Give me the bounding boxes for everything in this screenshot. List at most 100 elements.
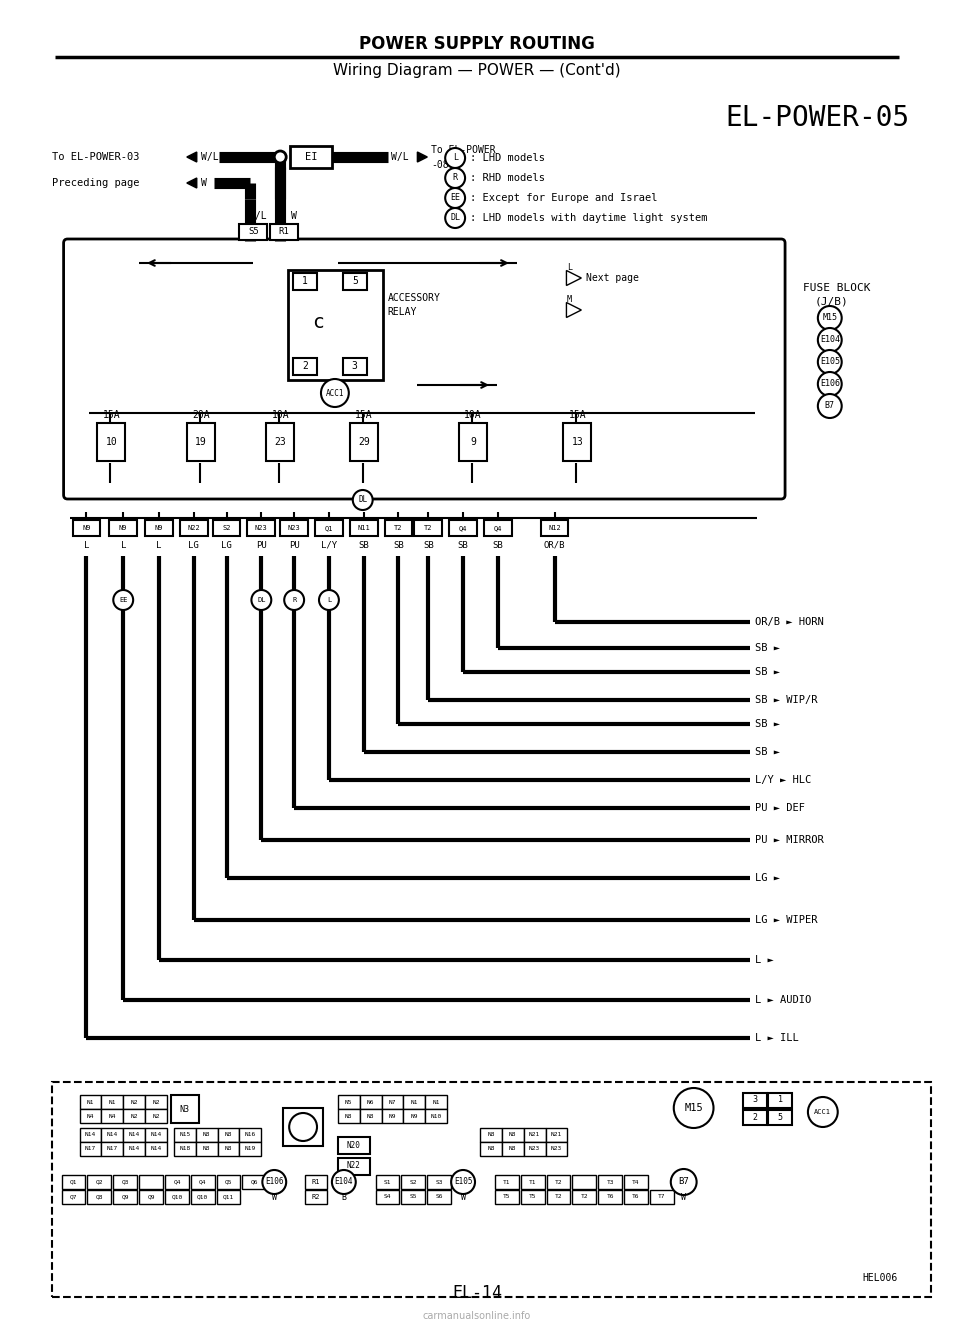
Bar xyxy=(80,1109,102,1124)
Text: L ► AUDIO: L ► AUDIO xyxy=(756,995,811,1004)
Polygon shape xyxy=(566,302,582,318)
Bar xyxy=(598,1175,622,1189)
Text: N8: N8 xyxy=(509,1146,516,1151)
Bar xyxy=(305,1175,327,1189)
Text: Wiring Diagram — POWER — (Cont'd): Wiring Diagram — POWER — (Cont'd) xyxy=(333,62,621,77)
Text: SB: SB xyxy=(393,541,404,550)
Text: N8: N8 xyxy=(345,1113,352,1118)
Text: N21: N21 xyxy=(551,1133,563,1137)
Bar xyxy=(338,1158,370,1175)
Text: L: L xyxy=(452,154,458,163)
Text: SB ►: SB ► xyxy=(756,747,780,757)
Text: 1: 1 xyxy=(778,1096,782,1105)
Bar xyxy=(145,1142,167,1155)
Bar xyxy=(87,1175,111,1189)
Bar xyxy=(102,1142,123,1155)
Circle shape xyxy=(289,1113,317,1141)
Bar xyxy=(338,1109,360,1124)
Bar xyxy=(545,1142,567,1155)
Text: Q8: Q8 xyxy=(96,1195,103,1199)
Text: N18: N18 xyxy=(180,1146,190,1151)
Bar xyxy=(338,1094,360,1109)
Text: S2: S2 xyxy=(223,525,230,531)
Bar xyxy=(403,1109,425,1124)
Text: N7: N7 xyxy=(389,1100,396,1105)
Bar xyxy=(564,423,591,461)
Text: N8: N8 xyxy=(203,1146,210,1151)
Text: Q1: Q1 xyxy=(324,525,333,531)
Text: W/L: W/L xyxy=(201,152,218,162)
Circle shape xyxy=(445,188,465,208)
Text: L: L xyxy=(121,541,126,550)
Text: T7: T7 xyxy=(659,1195,665,1199)
Bar xyxy=(415,519,443,537)
Text: N9: N9 xyxy=(155,525,163,531)
Bar xyxy=(80,1142,102,1155)
Text: L: L xyxy=(84,541,89,550)
Bar xyxy=(102,1094,123,1109)
Bar xyxy=(520,1175,544,1189)
Text: : LHD models: : LHD models xyxy=(470,152,545,163)
Bar xyxy=(196,1142,218,1155)
Bar xyxy=(624,1175,648,1189)
Bar xyxy=(191,1175,215,1189)
Bar xyxy=(375,1190,399,1204)
Bar xyxy=(109,519,137,537)
Text: N9: N9 xyxy=(119,525,128,531)
Text: E104: E104 xyxy=(335,1178,353,1186)
Text: N14: N14 xyxy=(107,1133,118,1137)
Bar xyxy=(624,1190,648,1204)
Text: R: R xyxy=(292,598,297,603)
Bar xyxy=(80,1128,102,1142)
Bar xyxy=(385,519,413,537)
Text: POWER SUPPLY ROUTING: POWER SUPPLY ROUTING xyxy=(359,34,595,53)
Text: T1: T1 xyxy=(529,1179,537,1185)
Text: Q7: Q7 xyxy=(70,1195,78,1199)
Text: N22: N22 xyxy=(347,1162,361,1170)
Bar xyxy=(524,1128,545,1142)
Text: N2: N2 xyxy=(153,1113,159,1118)
Bar xyxy=(113,1190,137,1204)
Text: N22: N22 xyxy=(187,525,200,531)
Text: T6: T6 xyxy=(633,1195,639,1199)
Text: N14: N14 xyxy=(151,1133,161,1137)
Text: N23: N23 xyxy=(255,525,268,531)
Text: L: L xyxy=(326,598,331,603)
Circle shape xyxy=(445,148,465,168)
Polygon shape xyxy=(187,178,197,188)
Bar xyxy=(343,273,367,290)
Text: Q4: Q4 xyxy=(199,1179,206,1185)
Text: Q4: Q4 xyxy=(493,525,502,531)
Bar xyxy=(174,1128,196,1142)
Text: R1: R1 xyxy=(312,1179,321,1185)
Text: SB ►: SB ► xyxy=(756,719,780,729)
Bar xyxy=(427,1175,451,1189)
Text: SB ►: SB ► xyxy=(756,666,780,677)
Text: L ►: L ► xyxy=(756,955,774,965)
Text: N1: N1 xyxy=(108,1100,116,1105)
Circle shape xyxy=(332,1170,356,1194)
Text: PU ► DEF: PU ► DEF xyxy=(756,803,805,814)
Text: ACC1: ACC1 xyxy=(325,388,344,398)
Text: Q4: Q4 xyxy=(459,525,468,531)
Text: EE: EE xyxy=(119,598,128,603)
Bar xyxy=(171,1094,199,1124)
Text: DL: DL xyxy=(450,213,460,223)
Bar xyxy=(145,1109,167,1124)
Text: N4: N4 xyxy=(108,1113,116,1118)
Text: L ► ILL: L ► ILL xyxy=(756,1034,799,1043)
Text: E106: E106 xyxy=(820,379,840,388)
Bar xyxy=(113,1175,137,1189)
Text: 29: 29 xyxy=(358,437,370,447)
Text: E104: E104 xyxy=(820,335,840,345)
Text: N14: N14 xyxy=(84,1133,96,1137)
Text: N2: N2 xyxy=(153,1100,159,1105)
Text: N23: N23 xyxy=(551,1146,563,1151)
Text: HEL006: HEL006 xyxy=(863,1273,898,1283)
Bar xyxy=(650,1190,674,1204)
Text: N9: N9 xyxy=(389,1113,396,1118)
Text: DL: DL xyxy=(358,496,368,505)
Text: 10A: 10A xyxy=(272,409,289,420)
Text: N14: N14 xyxy=(129,1133,140,1137)
Circle shape xyxy=(319,590,339,610)
